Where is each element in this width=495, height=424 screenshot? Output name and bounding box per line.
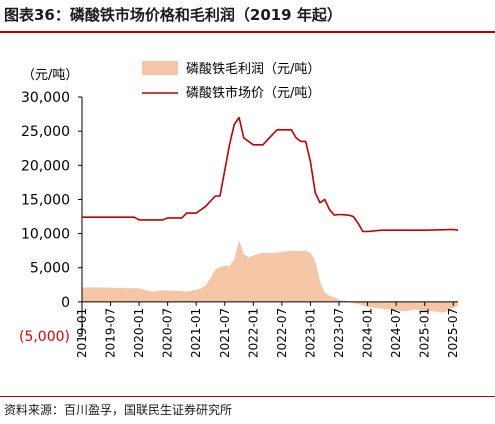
profit-area-layer — [82, 240, 458, 313]
x-tick-label: 2022-01 — [246, 308, 260, 358]
source-note: 资料来源：百川盈孚，国联民生证券研究所 — [4, 403, 233, 417]
x-tick-label: 2025-01 — [418, 308, 432, 358]
legend-label-price: 磷酸铁市场价（元/吨） — [186, 85, 320, 101]
y-unit-label: （元/吨） — [22, 68, 78, 83]
x-tick-label: 2021-01 — [189, 308, 203, 358]
footer-rule — [0, 396, 495, 397]
y-tick-label: 20,000 — [21, 158, 70, 174]
x-tick-label: 2021-07 — [218, 308, 232, 358]
x-tick-label: 2024-07 — [389, 308, 403, 358]
series-area-profit — [82, 240, 458, 313]
x-tick-label: 2022-07 — [275, 308, 289, 358]
figure-header: 图表36：磷酸铁市场价格和毛利润（2019 年起） — [0, 0, 495, 33]
y-tick-label: 25,000 — [21, 124, 70, 140]
legend-label-profit: 磷酸铁毛利润（元/吨） — [186, 62, 320, 77]
series-line-price — [82, 116, 459, 233]
x-tick-label: 2024-01 — [361, 308, 375, 358]
x-tick-label: 2023-07 — [332, 308, 346, 358]
x-tick-label: 2020-01 — [132, 308, 146, 358]
chart: (5,000) 0 5,000 10,000 15,000 20,000 25,000 30,… — [19, 61, 460, 358]
header-rule — [0, 31, 495, 33]
legend-swatch-profit — [142, 61, 178, 75]
x-tick-label: 2019-01 — [75, 308, 89, 358]
figure-title: 图表36：磷酸铁市场价格和毛利润（2019 年起） — [4, 6, 342, 24]
y-tick-label: (5,000) — [19, 329, 70, 345]
price-line-layer — [82, 116, 459, 233]
y-tick-label: 5,000 — [30, 261, 70, 277]
y-tick-label: 10,000 — [21, 227, 70, 243]
x-tick-label: 2025-07 — [446, 308, 460, 358]
x-tick-label: 2023-01 — [304, 308, 318, 358]
legend: 磷酸铁毛利润（元/吨） 磷酸铁市场价（元/吨） — [142, 61, 320, 101]
axes-layer: (5,000) 0 5,000 10,000 15,000 20,000 25,000 30,… — [19, 68, 460, 358]
y-tick-label: 0 — [61, 295, 70, 311]
y-tick-label: 15,000 — [21, 192, 70, 208]
x-tick-label: 2020-07 — [161, 308, 175, 358]
x-tick-label: 2019-07 — [104, 308, 118, 358]
y-tick-label: 30,000 — [21, 90, 70, 106]
